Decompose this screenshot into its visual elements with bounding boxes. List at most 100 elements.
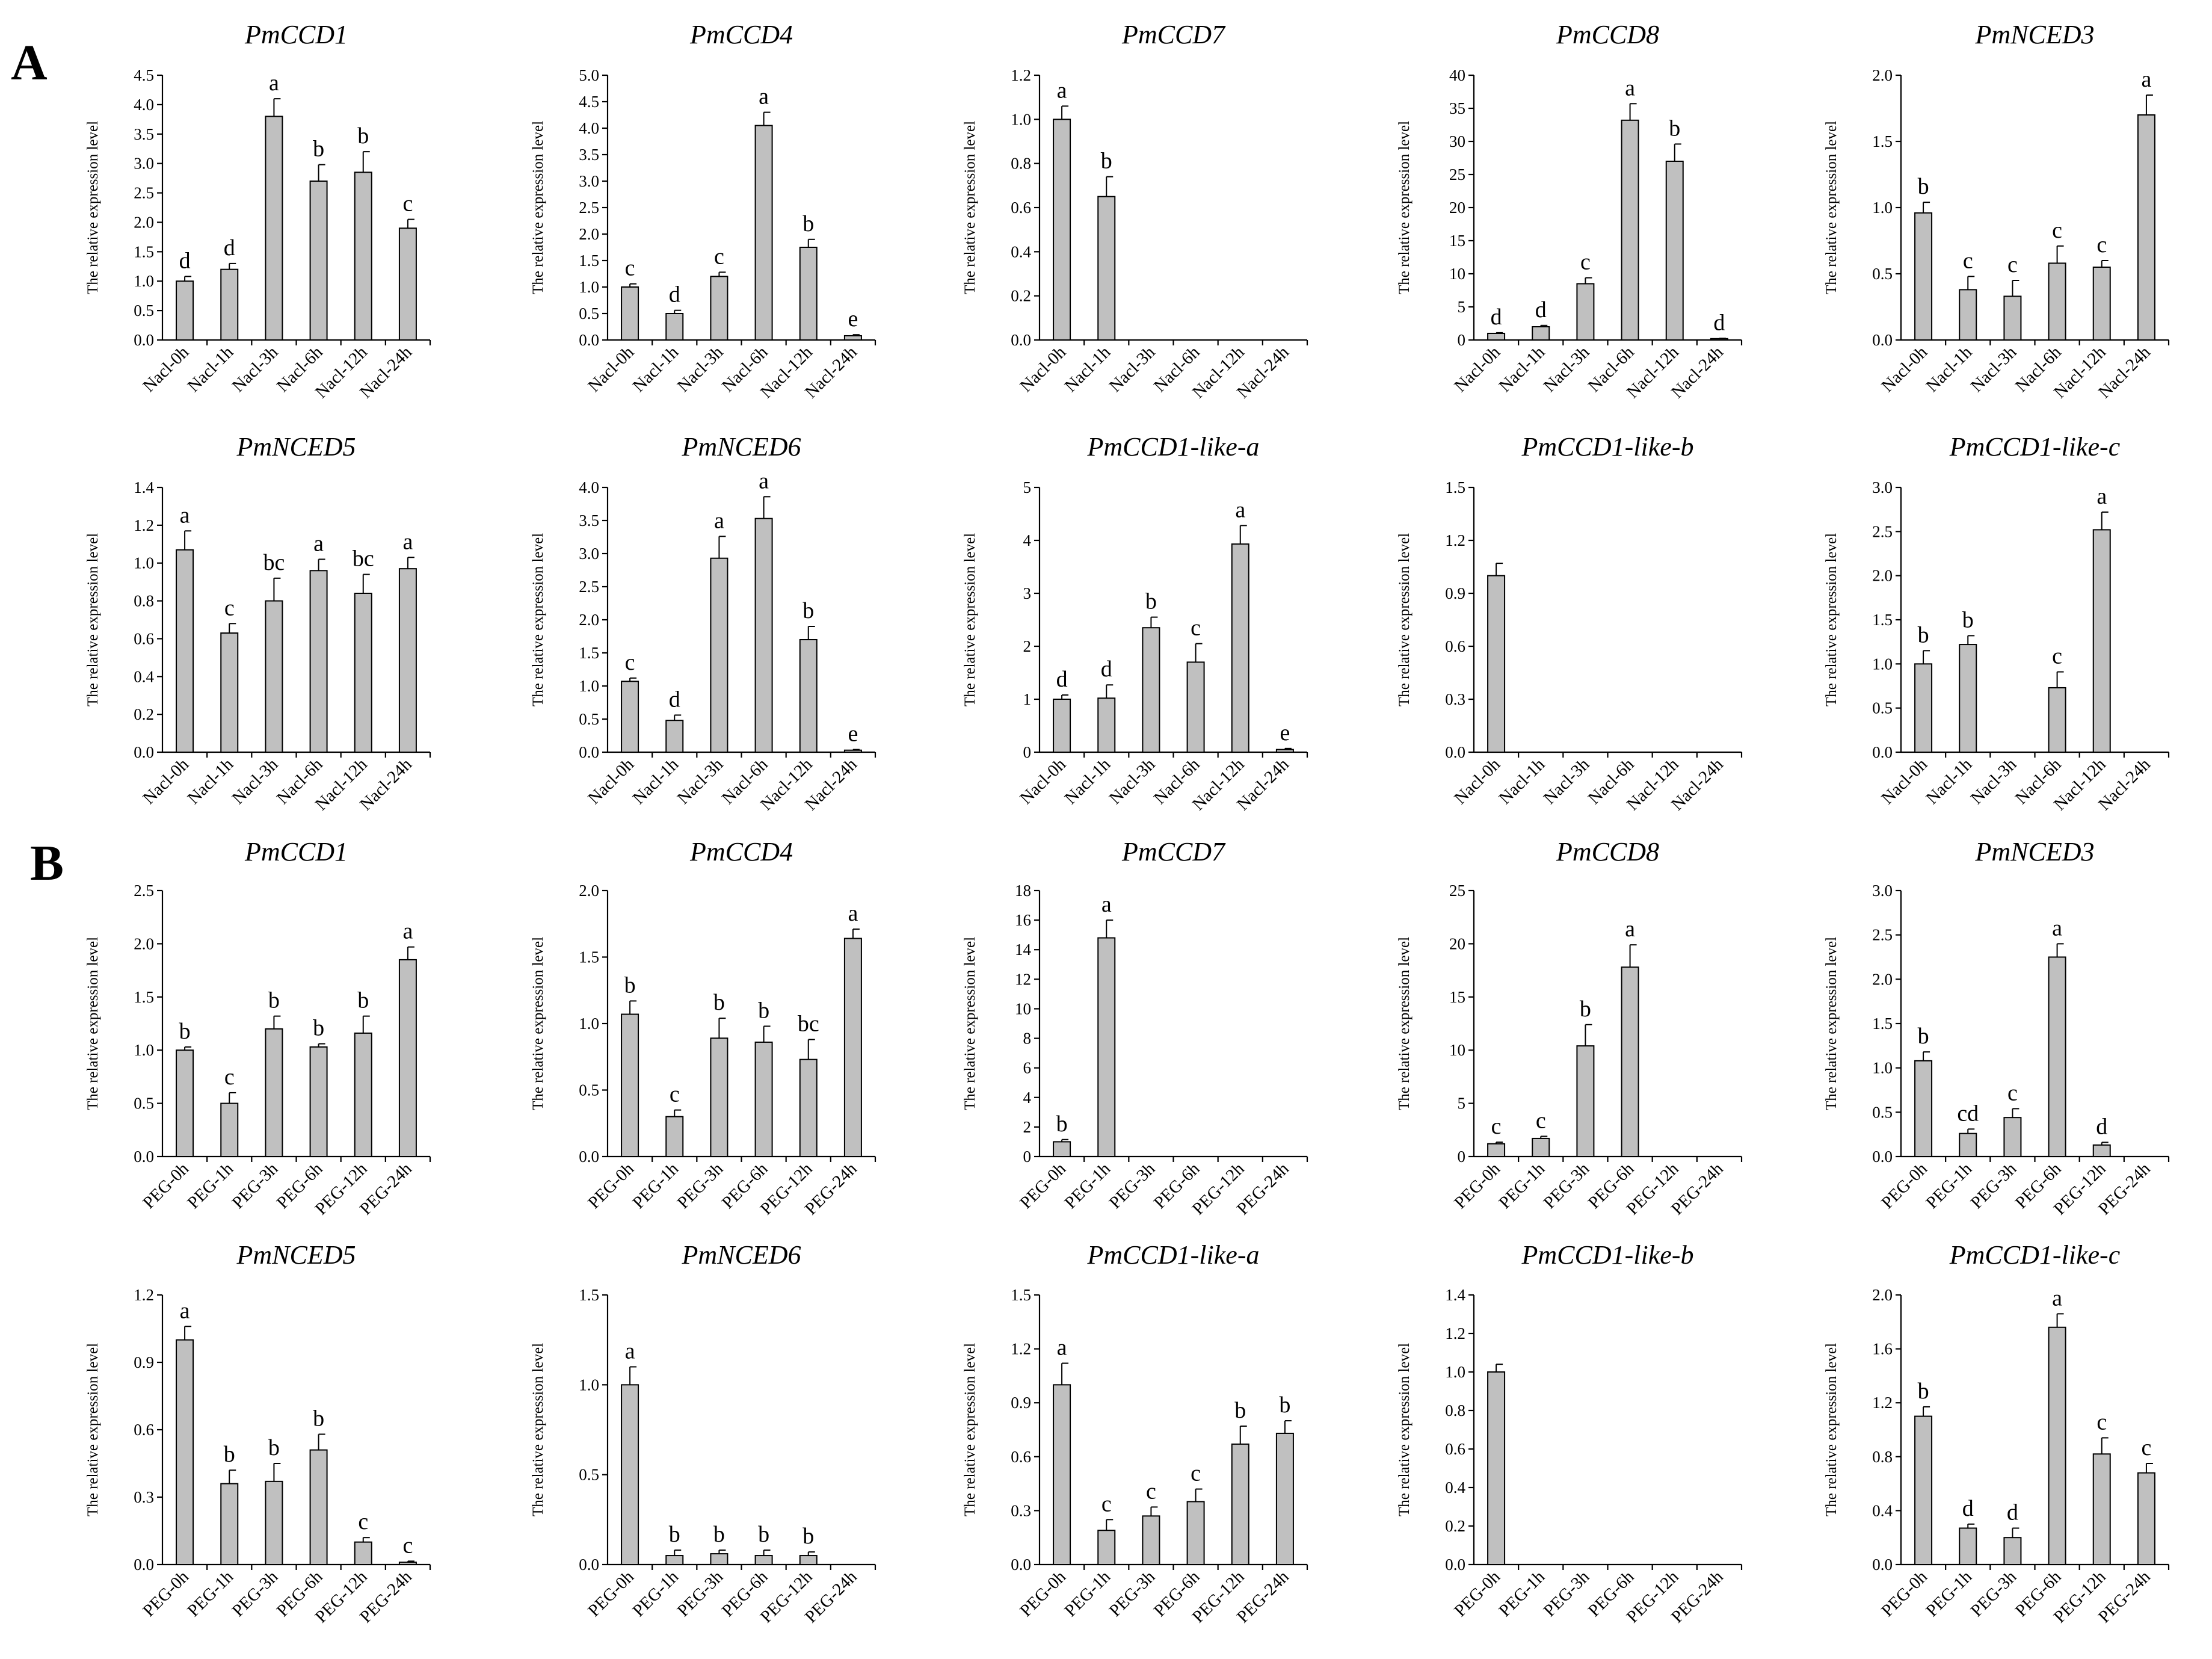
significance-label: d (2096, 1114, 2107, 1139)
bar (398, 1562, 417, 1565)
chart-12: PmCCD4 The relative expression level 0.0 0.… (530, 837, 876, 1219)
significance-label: e (848, 306, 858, 332)
chart-title: PmCCD7 (1121, 20, 1226, 49)
chart-title: PmCCD1-like-b (1521, 1240, 1694, 1270)
bar (176, 1339, 194, 1566)
y-tick-label: 5 (1458, 1095, 1466, 1113)
chart-title: PmCCD4 (689, 20, 793, 49)
chart-2: PmCCD4 The relative expression level 0.0 0.… (530, 20, 876, 402)
y-axis-label: The relative expression level (1396, 121, 1413, 294)
chart-title: PmCCD1-like-c (1949, 432, 2121, 462)
significance-label: b (268, 988, 280, 1013)
y-tick-label: 15 (1449, 988, 1465, 1006)
y-tick-label: 0.3 (1011, 1501, 1031, 1519)
x-category-label: PEG-0h (584, 1159, 638, 1213)
x-category-label: PEG-0h (139, 1159, 193, 1213)
y-tick-label: 4 (1023, 1089, 1032, 1107)
y-tick-label: 1.0 (579, 677, 599, 695)
bar (2003, 1537, 2022, 1565)
y-tick-label: 0.9 (134, 1353, 154, 1371)
bar (1275, 749, 1294, 753)
x-category-label: PEG-3h (229, 1567, 282, 1620)
y-tick-label: 0.6 (134, 629, 154, 647)
x-category-label: PEG-1h (1061, 1567, 1114, 1620)
significance-label: c (1963, 248, 1973, 273)
y-tick-label: 0.0 (1872, 1556, 1893, 1574)
bar (2048, 956, 2066, 1157)
y-tick-label: 3.0 (1872, 882, 1893, 900)
bar (1914, 1415, 1933, 1566)
y-tick-label: 0.0 (134, 1148, 154, 1166)
chart-15: PmNCED3 The relative expression level 0.0 0… (1823, 837, 2170, 1219)
bar (1959, 644, 1977, 753)
y-axis-label: The relative expression level (85, 1343, 101, 1516)
chart-6: PmNCED5 The relative expression level 0.0 0… (85, 432, 431, 814)
bar (1053, 119, 1071, 341)
y-tick-label: 0.0 (579, 1148, 599, 1166)
significance-label: b (1279, 1392, 1290, 1418)
y-tick-label: 4.0 (579, 478, 599, 496)
bar (843, 749, 862, 753)
bar (1621, 119, 1639, 341)
y-tick-label: 0.0 (579, 331, 599, 349)
y-tick-label: 1.5 (579, 948, 599, 966)
x-category-label: PEG-1h (1495, 1159, 1548, 1213)
significance-label: a (759, 84, 769, 110)
chart-title: PmCCD1 (244, 20, 348, 49)
y-tick-label: 25 (1449, 165, 1465, 184)
bar (2092, 529, 2111, 753)
y-tick-label: 0.5 (134, 1095, 154, 1113)
y-tick-label: 2.0 (1872, 567, 1893, 585)
y-tick-label: 0.3 (1445, 690, 1465, 708)
bar (1914, 663, 1933, 753)
significance-label: b (268, 1435, 280, 1460)
y-tick-label: 0.0 (1011, 1556, 1031, 1574)
significance-label: a (2052, 915, 2062, 941)
y-tick-label: 2.0 (1872, 1286, 1893, 1304)
significance-label: c (1101, 1491, 1112, 1516)
y-tick-label: 18 (1015, 882, 1031, 900)
bar (799, 639, 818, 753)
y-tick-label: 0.2 (134, 705, 154, 723)
significance-label: a (2141, 67, 2151, 92)
x-category-label: Nacl-0h (1016, 342, 1070, 396)
chart-title: PmCCD1 (244, 837, 348, 867)
significance-label: a (1057, 78, 1067, 103)
y-tick-label: 0 (1458, 331, 1466, 349)
x-category-label: Nacl-3h (674, 342, 727, 396)
significance-label: c (714, 244, 724, 269)
significance-label: b (758, 1522, 769, 1547)
x-category-label: Nacl-1h (1923, 342, 1976, 396)
bar (1097, 937, 1116, 1157)
y-axis-label: The relative expression level (1823, 937, 1840, 1110)
bar (1053, 1141, 1071, 1158)
y-tick-label: 2.0 (579, 882, 599, 900)
y-tick-label: 1.5 (134, 988, 154, 1006)
significance-label: e (1280, 720, 1290, 746)
bar (220, 632, 239, 753)
y-tick-label: 1.5 (579, 1286, 599, 1304)
y-tick-label: 0.3 (134, 1488, 154, 1506)
x-category-label: PEG-3h (1967, 1159, 2021, 1213)
y-tick-label: 8 (1023, 1030, 1032, 1048)
significance-label: c (625, 256, 635, 281)
x-category-label: Nacl-3h (229, 755, 282, 808)
significance-label: c (1491, 1114, 1502, 1139)
x-category-label: Nacl-1h (184, 755, 238, 808)
y-tick-label: 1.0 (579, 278, 599, 296)
y-tick-label: 25 (1449, 882, 1465, 900)
y-tick-label: 0.9 (1011, 1394, 1031, 1412)
y-tick-label: 0.8 (1445, 1401, 1465, 1420)
bar (265, 116, 283, 341)
significance-label: b (1918, 1024, 1929, 1049)
significance-label: c (2052, 218, 2062, 243)
bar (176, 1049, 194, 1157)
y-tick-label: 2.5 (579, 199, 599, 217)
y-tick-label: 0.5 (1872, 265, 1893, 283)
y-tick-label: 1.2 (1445, 1324, 1465, 1342)
significance-label: b (1918, 1379, 1929, 1404)
y-tick-label: 0 (1023, 1148, 1032, 1166)
bar (1142, 627, 1160, 753)
chart-title: PmNCED3 (1975, 20, 2095, 49)
panel-label-a: A (11, 35, 48, 91)
